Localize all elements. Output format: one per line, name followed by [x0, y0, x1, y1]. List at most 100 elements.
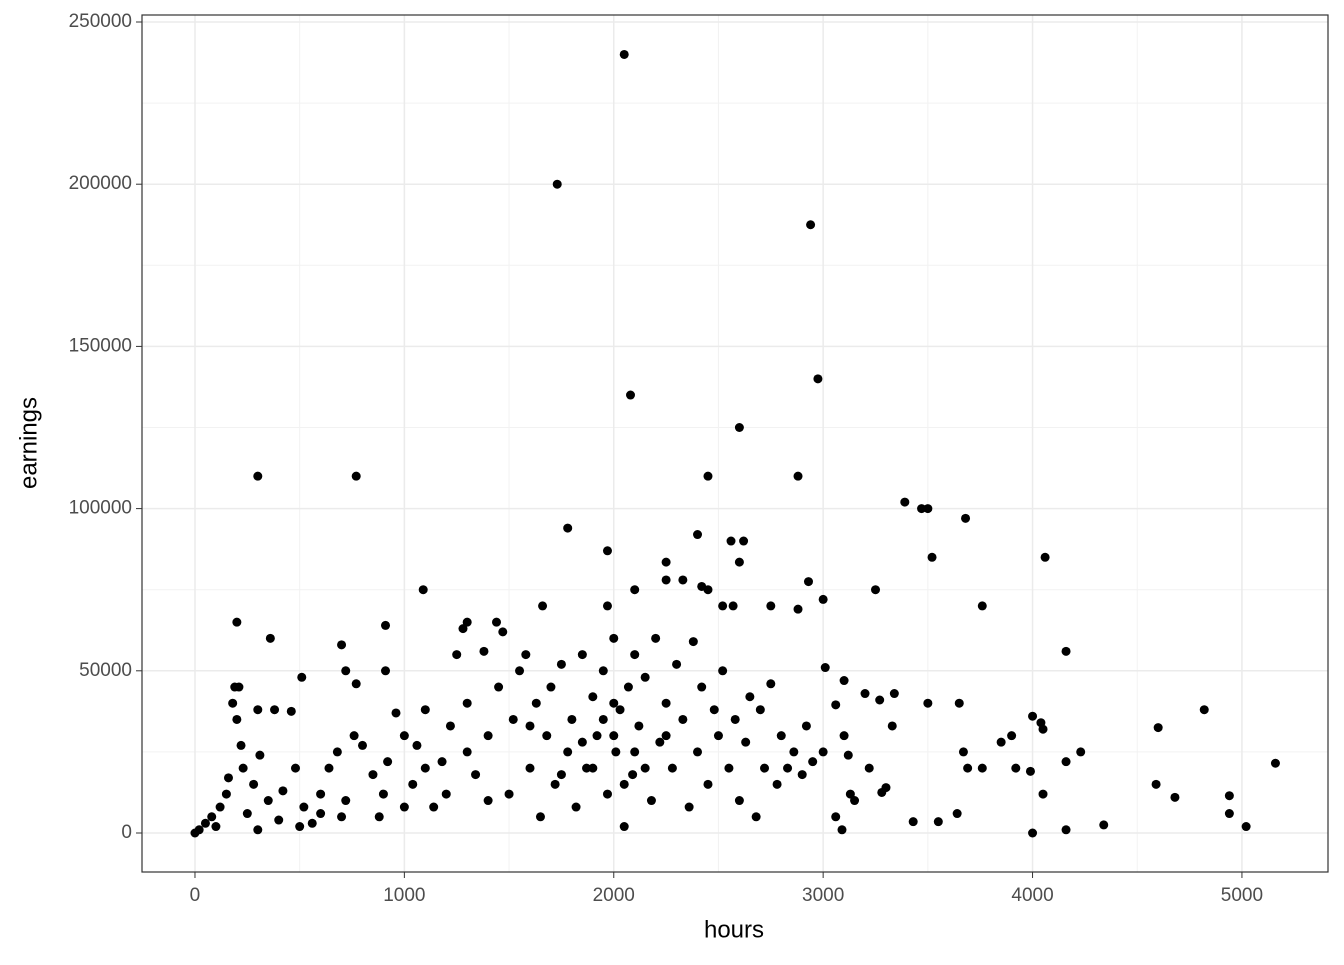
y-tick-label: 100000: [69, 498, 132, 519]
point: [871, 585, 881, 595]
point: [820, 663, 830, 673]
point: [349, 731, 359, 741]
point: [730, 714, 740, 724]
point: [651, 633, 661, 643]
point: [563, 523, 573, 533]
point: [200, 818, 210, 828]
point: [713, 731, 723, 741]
point: [745, 692, 755, 702]
y-tick-label: 200000: [69, 173, 132, 194]
point: [1224, 791, 1234, 801]
point: [783, 763, 793, 773]
point: [1028, 711, 1038, 721]
x-tick-label: 3000: [802, 885, 844, 906]
point: [1061, 825, 1071, 835]
point: [236, 740, 246, 750]
point: [278, 786, 288, 796]
point: [1241, 822, 1251, 832]
point: [609, 698, 619, 708]
point: [1011, 763, 1021, 773]
point: [462, 617, 472, 627]
point: [602, 601, 612, 611]
point: [640, 763, 650, 773]
point: [751, 812, 761, 822]
point: [374, 812, 384, 822]
point: [628, 770, 638, 780]
point: [420, 705, 430, 715]
point: [908, 817, 918, 827]
point: [324, 763, 334, 773]
point: [391, 708, 401, 718]
x-tick-label: 5000: [1221, 885, 1263, 906]
point: [1151, 779, 1161, 789]
point: [253, 471, 263, 481]
point: [889, 689, 899, 699]
point: [789, 747, 799, 757]
point: [958, 747, 968, 757]
point: [592, 731, 602, 741]
point: [900, 497, 910, 507]
point: [1061, 646, 1071, 656]
point: [741, 737, 751, 747]
point: [297, 672, 307, 682]
point: [839, 731, 849, 741]
point: [215, 802, 225, 812]
point: [211, 822, 221, 832]
point: [525, 721, 535, 731]
point: [332, 747, 342, 757]
point: [286, 706, 296, 716]
point: [806, 220, 816, 230]
point: [609, 633, 619, 643]
point: [678, 714, 688, 724]
point: [253, 825, 263, 835]
point: [793, 471, 803, 481]
point: [492, 617, 502, 627]
point: [221, 789, 231, 799]
point: [860, 689, 870, 699]
point: [316, 789, 326, 799]
point: [588, 692, 598, 702]
point: [263, 796, 273, 806]
point: [234, 682, 244, 692]
point: [307, 818, 317, 828]
point: [776, 731, 786, 741]
point: [445, 721, 455, 731]
point: [232, 714, 242, 724]
point: [797, 770, 807, 780]
point: [357, 740, 367, 750]
point: [766, 601, 776, 611]
point: [718, 601, 728, 611]
point: [843, 750, 853, 760]
panel-border: [141, 14, 1329, 873]
point: [688, 637, 698, 647]
point: [813, 374, 823, 384]
point: [626, 390, 636, 400]
point: [420, 763, 430, 773]
point: [793, 604, 803, 614]
point: [1038, 724, 1048, 734]
point: [831, 812, 841, 822]
point: [655, 737, 665, 747]
point: [831, 700, 841, 710]
point: [550, 779, 560, 789]
y-axis-title: earnings: [15, 397, 42, 489]
point: [232, 617, 242, 627]
x-tick-label: 2000: [593, 885, 635, 906]
point: [508, 714, 518, 724]
point: [1061, 757, 1071, 767]
point: [739, 536, 749, 546]
point: [772, 779, 782, 789]
point: [963, 763, 973, 773]
point: [703, 471, 713, 481]
point: [619, 779, 629, 789]
point: [977, 763, 987, 773]
point: [458, 624, 468, 634]
point: [552, 179, 562, 189]
point: [1028, 828, 1038, 838]
point: [351, 471, 361, 481]
point: [223, 773, 233, 783]
point: [1099, 820, 1109, 830]
point: [418, 585, 428, 595]
point: [378, 789, 388, 799]
